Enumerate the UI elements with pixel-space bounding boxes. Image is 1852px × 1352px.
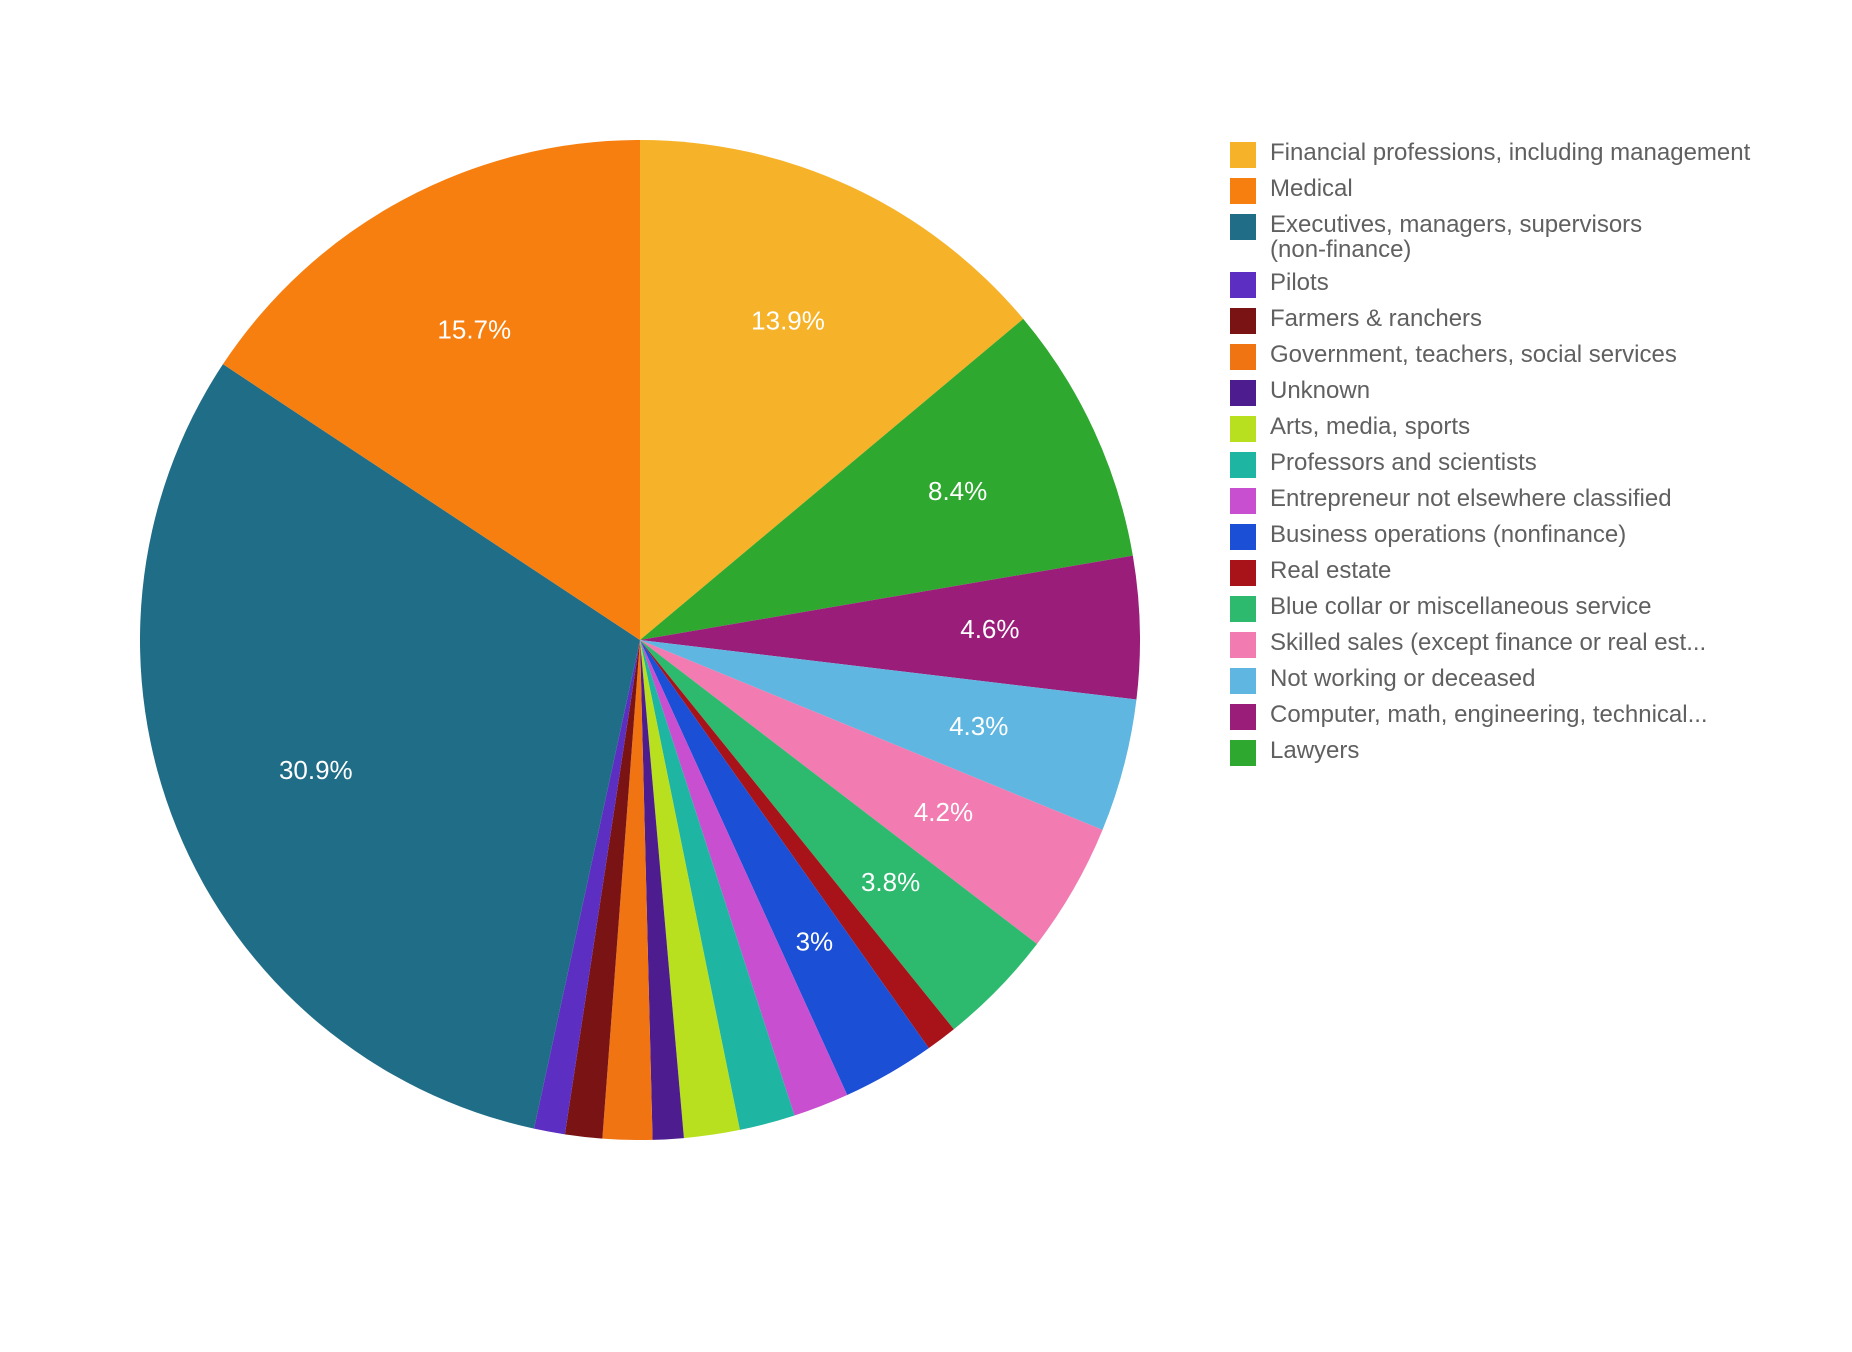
- legend-swatch: [1230, 632, 1256, 658]
- slice-percent-label: 3.8%: [861, 867, 920, 897]
- legend-swatch: [1230, 214, 1256, 240]
- legend-swatch: [1230, 704, 1256, 730]
- chart-stage: 13.9% 8.4% 4.6% 4.3% 4.2% 3.8% 3% 30.9% 15.7% Fi…: [0, 0, 1852, 1352]
- legend-swatch: [1230, 488, 1256, 514]
- legend-item: Business operations (nonfinance): [1230, 522, 1750, 550]
- slice-percent-label: 15.7%: [437, 315, 511, 345]
- legend-swatch: [1230, 524, 1256, 550]
- legend-item: Entrepreneur not elsewhere classified: [1230, 486, 1750, 514]
- legend-label: Real estate: [1270, 558, 1391, 583]
- legend-label: Skilled sales (except finance or real es…: [1270, 630, 1706, 655]
- legend-swatch: [1230, 178, 1256, 204]
- legend-swatch: [1230, 142, 1256, 168]
- legend-item: Government, teachers, social services: [1230, 342, 1750, 370]
- slice-percent-label: 4.3%: [949, 711, 1008, 741]
- legend-swatch: [1230, 596, 1256, 622]
- legend-label: Pilots: [1270, 270, 1329, 295]
- legend-item: Not working or deceased: [1230, 666, 1750, 694]
- legend-item: Farmers & ranchers: [1230, 306, 1750, 334]
- slice-percent-label: 8.4%: [928, 476, 987, 506]
- legend-item: Skilled sales (except finance or real es…: [1230, 630, 1750, 658]
- legend-item: Lawyers: [1230, 738, 1750, 766]
- legend-swatch: [1230, 380, 1256, 406]
- legend-swatch: [1230, 308, 1256, 334]
- slice-percent-label: 13.9%: [751, 306, 825, 336]
- legend-label: Arts, media, sports: [1270, 414, 1470, 439]
- slice-percent-label: 4.2%: [914, 797, 973, 827]
- slice-percent-label: 3%: [796, 926, 834, 956]
- legend-label: Professors and scientists: [1270, 450, 1537, 475]
- legend-item: Financial professions, including managem…: [1230, 140, 1750, 168]
- legend-swatch: [1230, 272, 1256, 298]
- legend-item: Computer, math, engineering, technical..…: [1230, 702, 1750, 730]
- legend-swatch: [1230, 560, 1256, 586]
- legend-swatch: [1230, 452, 1256, 478]
- legend-swatch: [1230, 416, 1256, 442]
- legend-item: Blue collar or miscellaneous service: [1230, 594, 1750, 622]
- legend-label: Medical: [1270, 176, 1353, 201]
- legend-swatch: [1230, 344, 1256, 370]
- legend-label: Entrepreneur not elsewhere classified: [1270, 486, 1672, 511]
- legend-item: Real estate: [1230, 558, 1750, 586]
- legend-item: Unknown: [1230, 378, 1750, 406]
- legend-swatch: [1230, 668, 1256, 694]
- slice-percent-label: 30.9%: [279, 755, 353, 785]
- legend-label: Business operations (nonfinance): [1270, 522, 1626, 547]
- legend-swatch: [1230, 740, 1256, 766]
- slice-percent-label: 4.6%: [960, 614, 1019, 644]
- legend-item: Medical: [1230, 176, 1750, 204]
- legend-label: Financial professions, including managem…: [1270, 140, 1750, 165]
- legend-item: Executives, managers, supervisors (non-f…: [1230, 212, 1750, 262]
- legend-item: Arts, media, sports: [1230, 414, 1750, 442]
- legend-label: Computer, math, engineering, technical..…: [1270, 702, 1708, 727]
- legend-label: Not working or deceased: [1270, 666, 1535, 691]
- legend: Financial professions, including managem…: [1230, 140, 1750, 774]
- legend-item: Professors and scientists: [1230, 450, 1750, 478]
- legend-label: Blue collar or miscellaneous service: [1270, 594, 1652, 619]
- legend-label: Executives, managers, supervisors (non-f…: [1270, 212, 1642, 262]
- legend-label: Unknown: [1270, 378, 1370, 403]
- legend-label: Farmers & ranchers: [1270, 306, 1482, 331]
- legend-label: Lawyers: [1270, 738, 1359, 763]
- legend-label: Government, teachers, social services: [1270, 342, 1677, 367]
- legend-item: Pilots: [1230, 270, 1750, 298]
